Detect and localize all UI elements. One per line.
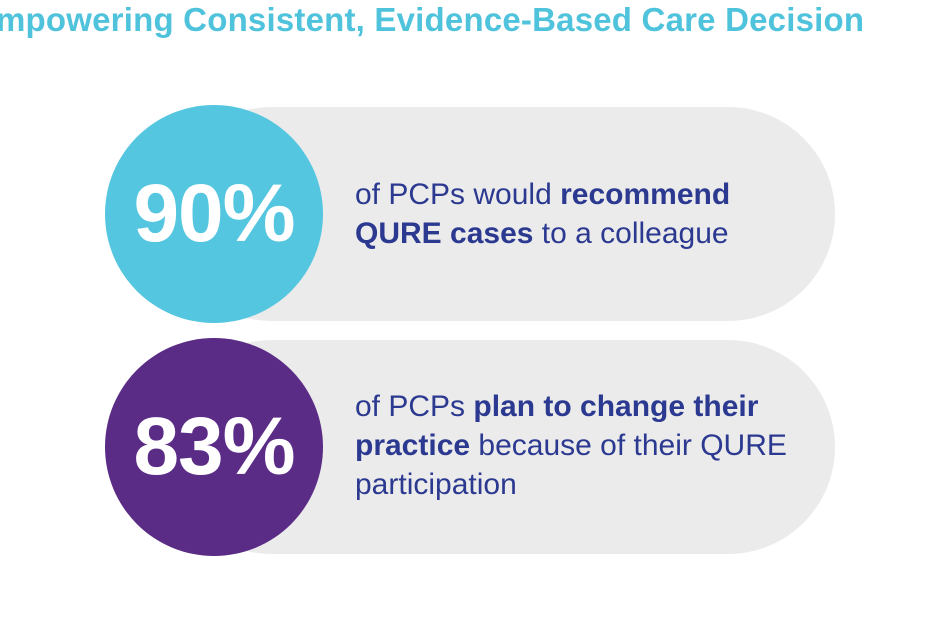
stat-value: 90% xyxy=(133,168,295,259)
stat-card-practice-change: 83% of PCPs plan to change their practic… xyxy=(105,338,835,556)
stat-text-regular: to a colleague xyxy=(533,217,729,250)
stat-value: 83% xyxy=(133,401,295,492)
stat-text-bold: recommend QURE cases xyxy=(355,178,731,250)
stat-text-regular: because of their QURE participation xyxy=(355,429,787,501)
stat-circle: 90% xyxy=(105,105,323,323)
stat-description: of PCPs plan to change their practice be… xyxy=(355,387,795,504)
stat-text-regular: of PCPs would xyxy=(355,178,561,211)
page-title: mpowering Consistent, Evidence-Based Car… xyxy=(0,1,865,38)
stat-description: of PCPs would recommend QURE cases to a … xyxy=(355,175,795,253)
stat-text-regular: of PCPs xyxy=(355,390,474,423)
stat-text-bold: plan to change their practice xyxy=(355,390,759,462)
stat-circle: 83% xyxy=(105,338,323,556)
stat-card-recommend: 90% of PCPs would recommend QURE cases t… xyxy=(105,105,835,323)
